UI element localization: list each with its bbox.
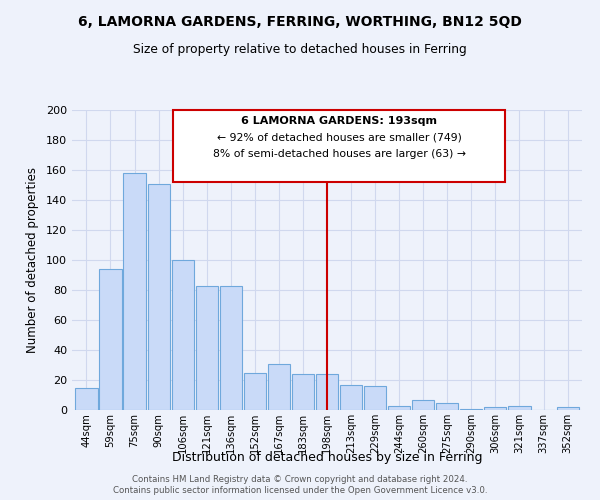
Bar [557, 407, 578, 410]
Bar [100, 269, 122, 410]
Bar [484, 407, 506, 410]
Bar [76, 388, 98, 410]
Bar [340, 384, 362, 410]
Bar [220, 286, 242, 410]
Bar [364, 386, 386, 410]
FancyBboxPatch shape [173, 110, 505, 182]
Bar [460, 408, 482, 410]
Y-axis label: Number of detached properties: Number of detached properties [26, 167, 39, 353]
Bar [436, 402, 458, 410]
Bar [412, 400, 434, 410]
Bar [244, 372, 266, 410]
Bar [388, 406, 410, 410]
Bar [148, 184, 170, 410]
Text: Contains public sector information licensed under the Open Government Licence v3: Contains public sector information licen… [113, 486, 487, 495]
Bar [172, 260, 194, 410]
Text: 6 LAMORNA GARDENS: 193sqm: 6 LAMORNA GARDENS: 193sqm [241, 116, 437, 126]
Bar [268, 364, 290, 410]
Bar [196, 286, 218, 410]
Bar [316, 374, 338, 410]
Text: Distribution of detached houses by size in Ferring: Distribution of detached houses by size … [172, 451, 482, 464]
Text: Contains HM Land Registry data © Crown copyright and database right 2024.: Contains HM Land Registry data © Crown c… [132, 475, 468, 484]
Bar [508, 406, 530, 410]
Text: 8% of semi-detached houses are larger (63) →: 8% of semi-detached houses are larger (6… [212, 149, 466, 159]
Text: 6, LAMORNA GARDENS, FERRING, WORTHING, BN12 5QD: 6, LAMORNA GARDENS, FERRING, WORTHING, B… [78, 15, 522, 29]
Text: ← 92% of detached houses are smaller (749): ← 92% of detached houses are smaller (74… [217, 132, 461, 142]
Bar [124, 173, 146, 410]
Bar [292, 374, 314, 410]
Text: Size of property relative to detached houses in Ferring: Size of property relative to detached ho… [133, 42, 467, 56]
